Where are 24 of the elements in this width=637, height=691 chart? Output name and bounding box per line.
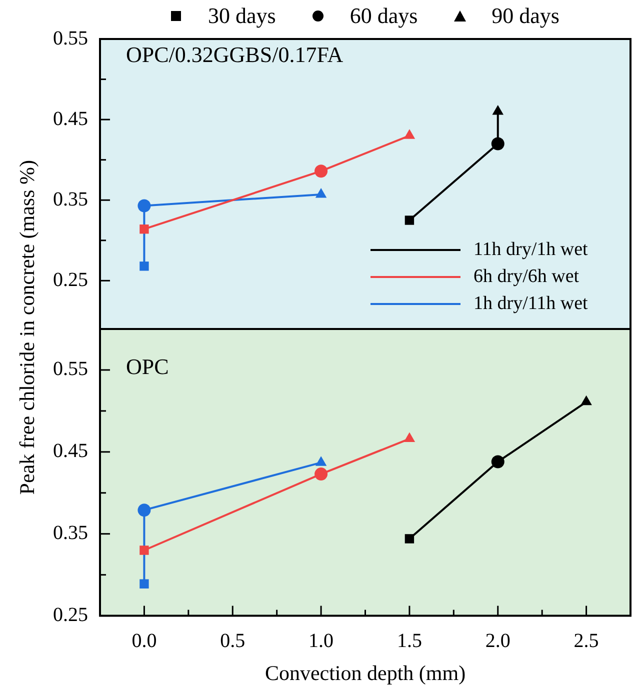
x-tick-label: 1.5 bbox=[396, 630, 422, 652]
y-tick-label: 0.45 bbox=[53, 440, 88, 462]
legend-label: 11h dry/1h wet bbox=[474, 238, 589, 260]
text: 30 days bbox=[208, 3, 276, 29]
x-tick-label: 1.0 bbox=[308, 630, 334, 652]
text: 90 days bbox=[492, 3, 560, 29]
y-tick-label: 0.35 bbox=[53, 188, 88, 210]
y-axis-title: Peak free chloride in concrete (mass %) bbox=[14, 160, 40, 494]
y-tick-label: 0.45 bbox=[53, 108, 88, 130]
text: OPC bbox=[126, 354, 169, 379]
x-tick-label: 0.0 bbox=[132, 630, 157, 652]
y-tick-label: 0.55 bbox=[53, 358, 88, 380]
y-tick-label: 0.25 bbox=[53, 604, 88, 626]
x-tick-label: 0.5 bbox=[220, 630, 246, 652]
text: 60 days bbox=[350, 3, 418, 29]
y-tick-label: 0.25 bbox=[53, 268, 88, 291]
y-tick-label: 0.35 bbox=[53, 522, 88, 544]
chart-title: OPC/0.32GGBS/0.17FA bbox=[126, 42, 344, 67]
legend-label: 1h dry/11h wet bbox=[474, 292, 589, 314]
legend-label: 6h dry/6h wet bbox=[474, 266, 580, 287]
x-tick-label: 2.5 bbox=[574, 630, 599, 652]
x-axis-title: Convection depth (mm) bbox=[264, 660, 466, 685]
x-tick-label: 2.0 bbox=[485, 630, 510, 652]
y-tick-label: 0.55 bbox=[53, 27, 88, 50]
